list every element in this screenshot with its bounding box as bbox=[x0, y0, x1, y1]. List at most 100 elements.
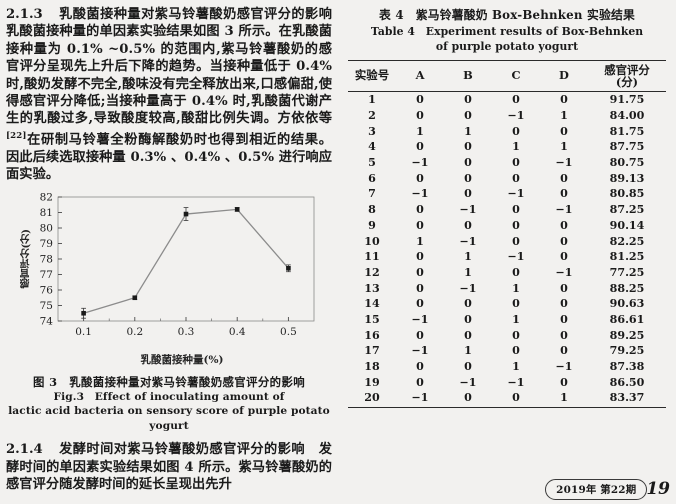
cell-sensory-score: 87.25 bbox=[609, 203, 645, 217]
table-row: 10 1 −1 0 0 82.25 bbox=[348, 234, 666, 250]
cell-run-no: 4 bbox=[368, 140, 376, 154]
data-point bbox=[183, 207, 189, 222]
data-point bbox=[286, 264, 291, 273]
cell-run-no: 13 bbox=[364, 281, 380, 295]
sensory-score-line1: 感官评分 bbox=[604, 62, 650, 77]
cell-a: 1 bbox=[416, 124, 424, 138]
cell-d: 0 bbox=[560, 234, 568, 248]
table-row: 20 −1 0 0 1 83.37 bbox=[348, 390, 666, 409]
cell-c: 0 bbox=[512, 218, 520, 232]
cell-b: 1 bbox=[464, 124, 472, 138]
chart-container: 感官评分(分) 74 75 76 77 78 79 80 81 82 0.1 0.2 0.3 0.4 0.… bbox=[20, 189, 320, 354]
table-row: 9 0 0 0 0 90.14 bbox=[348, 218, 666, 234]
table-row: 2 0 0 −1 1 84.00 bbox=[348, 108, 666, 124]
y-tick-label: 77 bbox=[40, 270, 53, 282]
cell-run-no: 2 bbox=[368, 109, 376, 123]
table-row: 11 0 1 −1 0 81.25 bbox=[348, 249, 666, 265]
cell-sensory-score: 89.13 bbox=[609, 171, 645, 185]
cell-sensory-score: 87.75 bbox=[609, 140, 645, 154]
cell-a: 0 bbox=[416, 109, 424, 123]
cell-c: 0 bbox=[512, 328, 520, 342]
cell-b: 0 bbox=[464, 93, 472, 107]
figure-caption-en-line2: lactic acid bacteria on sensory score of… bbox=[8, 405, 330, 432]
cell-a: 0 bbox=[416, 250, 424, 264]
y-tick-label: 81 bbox=[40, 208, 53, 220]
cell-b: 0 bbox=[464, 328, 472, 342]
cell-b: 1 bbox=[464, 344, 472, 358]
cell-run-no: 7 bbox=[368, 187, 376, 201]
table-row: 19 0 −1 −1 0 86.50 bbox=[348, 375, 666, 391]
data-point bbox=[132, 295, 138, 301]
cell-b: −1 bbox=[459, 281, 477, 295]
cell-d: 1 bbox=[540, 390, 588, 409]
cell-sensory-score: 87.38 bbox=[609, 360, 645, 374]
cell-b: 0 bbox=[464, 140, 472, 154]
table-row: 14 0 0 0 0 90.63 bbox=[348, 296, 666, 312]
cell-b: 0 bbox=[464, 360, 472, 374]
x-tick-label: 0.5 bbox=[280, 326, 297, 338]
cell-c: 0 bbox=[512, 344, 520, 358]
cell-a: 0 bbox=[416, 171, 424, 185]
cell-c: 1 bbox=[512, 360, 520, 374]
cell-a: 0 bbox=[416, 265, 424, 279]
cell-sensory-score: 89.25 bbox=[609, 328, 645, 342]
cell-sensory-score: 83.37 bbox=[588, 390, 666, 409]
cell-sensory-score: 91.75 bbox=[609, 93, 645, 107]
cell-a: 0 bbox=[416, 375, 424, 389]
cell-run-no: 16 bbox=[364, 328, 380, 342]
cell-sensory-score: 81.75 bbox=[609, 124, 645, 138]
cell-run-no: 9 bbox=[368, 218, 376, 232]
table-row: 3 1 1 0 0 81.75 bbox=[348, 124, 666, 140]
cell-a: 0 bbox=[416, 360, 424, 374]
cell-sensory-score: 81.25 bbox=[609, 250, 645, 264]
cell-d: 0 bbox=[560, 281, 568, 295]
cell-run-no: 10 bbox=[364, 234, 380, 248]
table-header-row: 实验号 A B C D 感官评分 (分) bbox=[348, 59, 666, 93]
data-point-marker bbox=[183, 212, 189, 217]
column-header-sensory-score: 感官评分 (分) bbox=[588, 59, 666, 93]
table-body: 1 0 0 0 0 91.75 2 0 0 −1 1 84.00 3 1 1 0 0 81.75 4 0 0 1 1 87.7… bbox=[348, 92, 666, 409]
y-tick-label: 78 bbox=[40, 254, 53, 266]
cell-b: 0 bbox=[464, 109, 472, 123]
paragraph-213-text: 乳酸菌接种量对紫马铃薯酸奶感官评分的影响 乳酸菌接种量的单因素实验结果如图 3 … bbox=[6, 7, 346, 127]
y-tick-label: 76 bbox=[40, 285, 54, 297]
line-chart: 74 75 76 77 78 79 80 81 82 0.1 0.2 0.3 0.4 0.5 bbox=[40, 192, 315, 338]
cell-b: −1 bbox=[459, 234, 477, 248]
cell-a: −1 bbox=[411, 344, 429, 358]
cell-run-no: 8 bbox=[368, 203, 376, 217]
cell-run-no: 20 bbox=[348, 390, 396, 409]
table-row: 13 0 −1 1 0 88.25 bbox=[348, 281, 666, 297]
cell-run-no: 17 bbox=[364, 344, 380, 358]
figure-caption-cn: 图 3 乳酸菌接种量对紫马铃薯酸奶感官评分的影响 bbox=[32, 375, 306, 390]
cell-d: 0 bbox=[560, 124, 568, 138]
figure-3: 感官评分(分) 74 75 76 77 78 79 80 81 82 0.1 0.2 0.3 0.4 0.… bbox=[6, 189, 332, 433]
column-header-run-no: 实验号 bbox=[348, 59, 396, 93]
table-row: 6 0 0 0 0 89.13 bbox=[348, 171, 666, 187]
cell-d: 0 bbox=[560, 250, 568, 264]
cell-d: 0 bbox=[560, 218, 568, 232]
table-row: 5 −1 0 0 −1 80.75 bbox=[348, 155, 666, 171]
sensory-score-line2: (分) bbox=[615, 74, 639, 89]
table-title-en-line2: of purple potato yogurt bbox=[435, 40, 579, 53]
table-row: 18 0 0 1 −1 87.38 bbox=[348, 359, 666, 375]
cell-b: 0 bbox=[464, 187, 472, 201]
table-row: 1 0 0 0 0 91.75 bbox=[348, 92, 666, 108]
cell-sensory-score: 90.63 bbox=[609, 297, 645, 311]
cell-a: 1 bbox=[416, 234, 424, 248]
section-number-214: 2.1.4 bbox=[6, 442, 43, 458]
cell-a: 0 bbox=[416, 281, 424, 295]
table-header: 实验号 A B C D 感官评分 (分) bbox=[348, 59, 666, 93]
cell-run-no: 1 bbox=[368, 93, 376, 107]
cell-sensory-score: 86.50 bbox=[609, 375, 645, 389]
cell-c: 0 bbox=[512, 297, 520, 311]
left-column: 2.1.3 乳酸菌接种量对紫马铃薯酸奶感官评分的影响 乳酸菌接种量的单因素实验结果… bbox=[6, 7, 345, 492]
cell-sensory-score: 84.00 bbox=[609, 109, 645, 123]
cell-a: −1 bbox=[411, 156, 429, 170]
cell-b: −1 bbox=[459, 203, 477, 217]
chart-y-axis-label: 感官评分(分) bbox=[21, 229, 32, 289]
cell-sensory-score: 80.85 bbox=[609, 187, 645, 201]
cell-b: 0 bbox=[464, 171, 472, 185]
cell-d: −1 bbox=[555, 203, 573, 217]
page-number: 19 bbox=[646, 479, 670, 499]
